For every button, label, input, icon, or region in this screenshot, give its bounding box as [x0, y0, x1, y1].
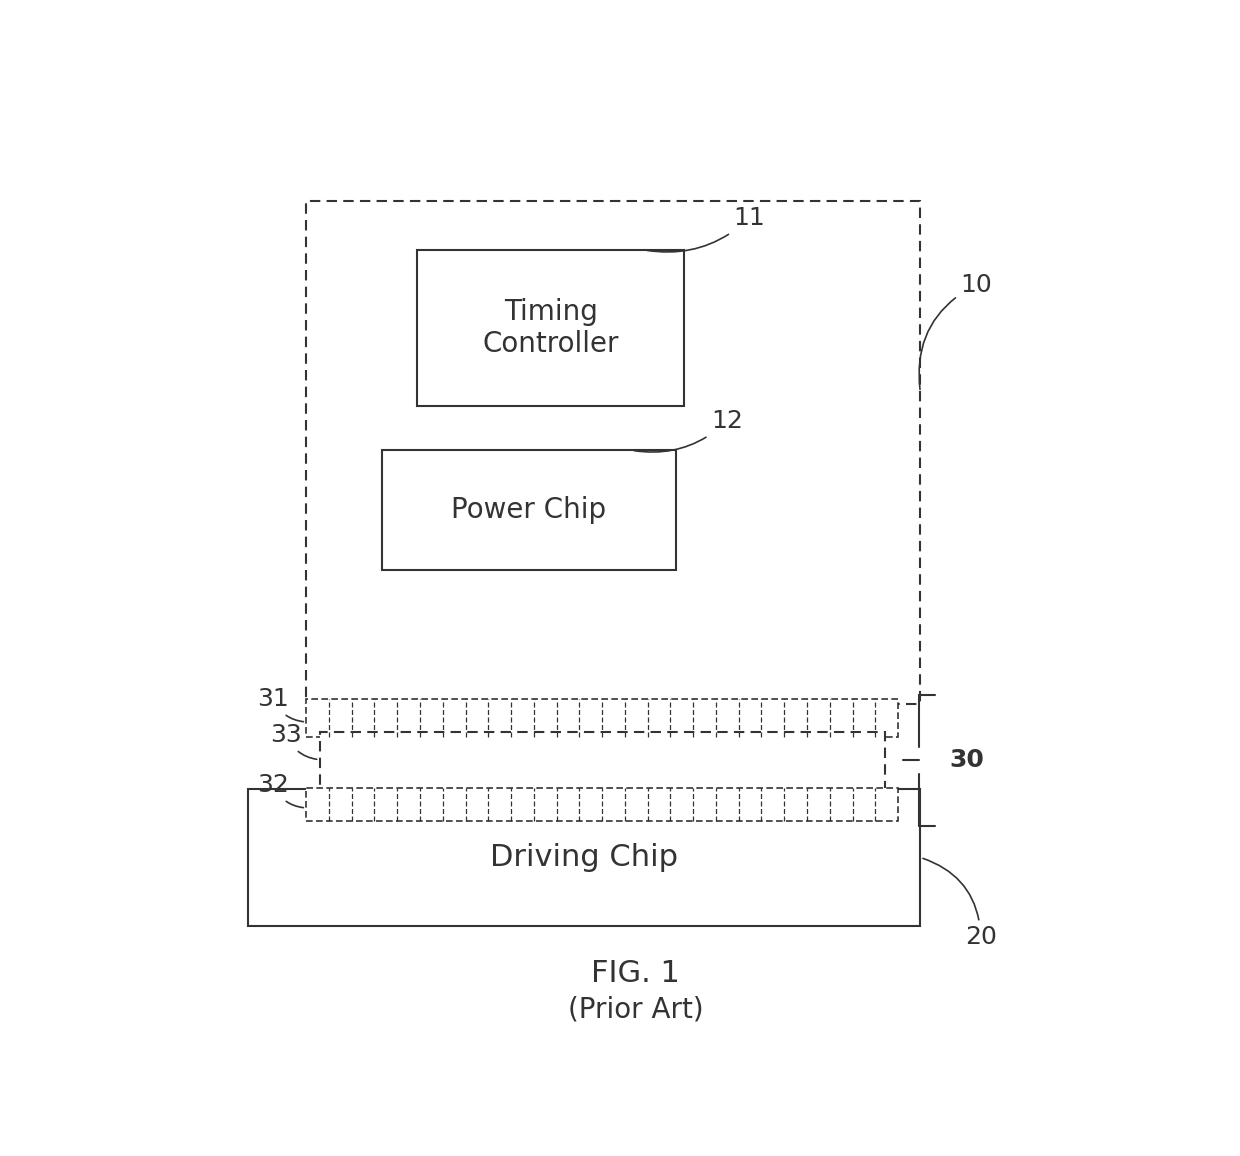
Bar — [306, 201, 920, 704]
Text: FIG. 1: FIG. 1 — [591, 959, 680, 988]
Text: 11: 11 — [647, 206, 765, 252]
Text: Power Chip: Power Chip — [451, 496, 606, 525]
Bar — [418, 250, 684, 406]
Text: 30: 30 — [950, 748, 985, 772]
Text: 12: 12 — [634, 409, 743, 452]
Text: (Prior Art): (Prior Art) — [568, 995, 703, 1023]
Text: 31: 31 — [257, 687, 304, 721]
Bar — [306, 699, 898, 736]
Bar — [320, 733, 884, 793]
Text: 33: 33 — [270, 722, 316, 759]
Bar — [306, 787, 898, 822]
Text: Driving Chip: Driving Chip — [490, 843, 678, 872]
Text: 32: 32 — [257, 773, 304, 808]
Bar — [382, 450, 676, 570]
Text: 10: 10 — [919, 273, 992, 390]
Text: Timing
Controller: Timing Controller — [482, 298, 619, 358]
Text: 20: 20 — [923, 859, 997, 949]
Bar — [248, 788, 920, 926]
